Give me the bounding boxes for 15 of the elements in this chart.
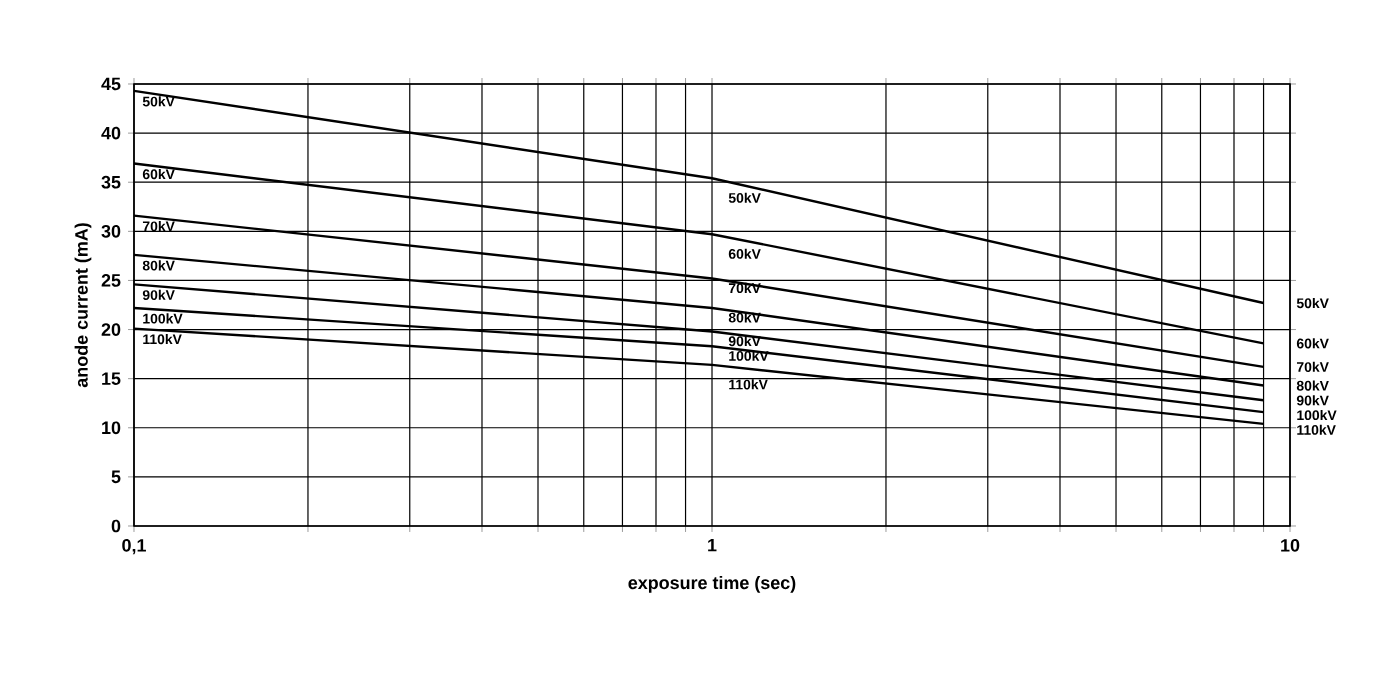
x-tick-label: 10 <box>1281 539 1300 552</box>
y-tick-label: 45 <box>101 77 121 91</box>
y-tick-label: 15 <box>102 372 121 385</box>
y-tick-label: 20 <box>101 323 121 336</box>
y-tick-label: 0 <box>111 519 121 533</box>
y-tick-label: 40 <box>101 126 121 140</box>
y-tick-label: 10 <box>102 421 121 435</box>
x-tick-label: 0,1 <box>122 539 146 555</box>
x-axis-title: exposure time (sec) <box>628 575 796 593</box>
y-axis-title: anode current (mA) <box>74 223 92 388</box>
y-tick-label: 25 <box>101 274 121 287</box>
x-tick-label: 1 <box>708 539 717 552</box>
y-tick-label: 35 <box>101 175 121 189</box>
y-tick-label: 30 <box>101 224 121 238</box>
y-tick-label: 5 <box>111 470 121 484</box>
